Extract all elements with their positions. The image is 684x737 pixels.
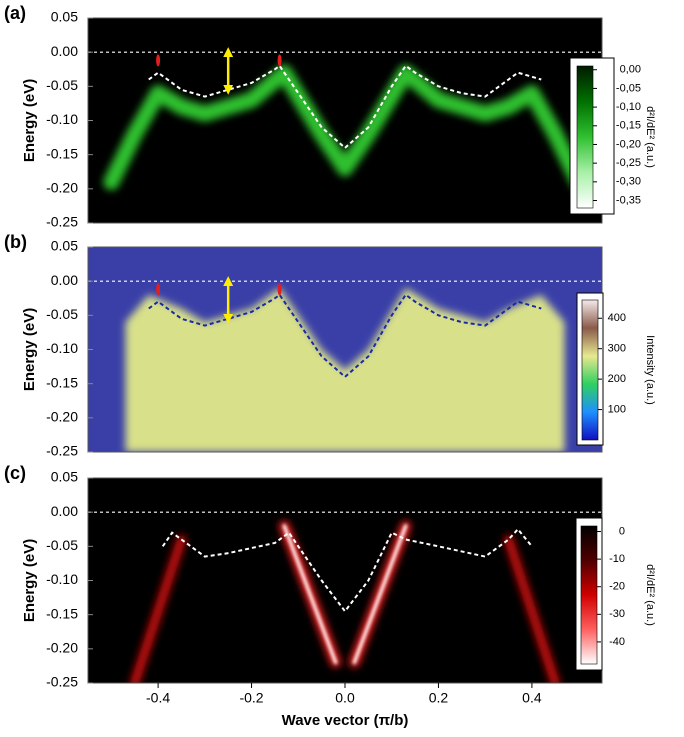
y-tick-label: 0.00	[51, 43, 78, 59]
y-tick-label: -0.25	[46, 443, 78, 459]
plot-background	[88, 18, 602, 223]
x-tick-label: 0.2	[429, 690, 449, 706]
band-core	[282, 524, 338, 665]
marker	[277, 54, 282, 67]
y-tick-label: -0.15	[46, 374, 78, 390]
plot-area	[88, 47, 602, 190]
band-core	[352, 524, 408, 665]
colorbar-tick-label: 0	[619, 525, 625, 537]
band-area	[125, 288, 565, 452]
y-axis-label: Energy (eV)	[21, 308, 38, 391]
dispersion-line	[161, 527, 533, 613]
colorbar-label: d²I/dE² (a.u.)	[644, 564, 656, 626]
y-tick-label: -0.20	[46, 640, 78, 656]
colorbar-tick-label: 300	[608, 343, 626, 355]
y-tick-label: -0.05	[46, 306, 78, 322]
x-tick-label: 0.0	[335, 690, 355, 706]
marker	[156, 54, 161, 67]
y-tick-label: -0.15	[46, 605, 78, 621]
panel-label: (b)	[4, 232, 27, 252]
x-axis-label: Wave vector (π/b)	[282, 712, 409, 729]
dispersion-line	[148, 64, 542, 150]
x-tick-label: -0.2	[239, 690, 263, 706]
y-tick-label: -0.10	[46, 340, 78, 356]
y-tick-label: -0.20	[46, 409, 78, 425]
y-tick-label: 0.05	[51, 238, 78, 254]
y-tick-label: -0.15	[46, 145, 78, 161]
y-tick-label: -0.05	[46, 537, 78, 553]
dispersion-line	[148, 293, 542, 379]
y-tick-label: -0.25	[46, 214, 78, 230]
colorbar-tick-label: 100	[608, 403, 626, 415]
band-glow	[103, 64, 587, 190]
marker	[277, 283, 282, 296]
colorbar-tick-label: -0,15	[616, 120, 641, 132]
colorbar-tick-label: -0,25	[616, 157, 641, 169]
y-tick-label: -0.10	[46, 571, 78, 587]
colorbar-tick-label: -0,05	[616, 82, 641, 94]
plot-area	[88, 276, 602, 452]
marker	[156, 283, 161, 296]
colorbar-label: d²I/dE² (a.u.)	[644, 106, 656, 168]
colorbar-tick-label: -0,20	[616, 138, 641, 150]
colorbar-tick-label: 0,00	[620, 64, 641, 76]
panel-label: (c)	[4, 463, 26, 483]
colorbar-tick-label: -30	[609, 608, 625, 620]
y-axis-label: Energy (eV)	[21, 79, 38, 162]
colorbar	[581, 299, 599, 441]
colorbar-tick-label: -0,30	[616, 176, 641, 188]
colorbar	[580, 525, 598, 665]
y-tick-label: 0.05	[51, 9, 78, 25]
colorbar-tick-label: 200	[608, 373, 626, 385]
colorbar-tick-label: 400	[608, 312, 626, 324]
y-tick-label: 0.00	[51, 503, 78, 519]
colorbar	[576, 65, 594, 209]
y-tick-label: -0.05	[46, 77, 78, 93]
y-tick-label: -0.25	[46, 674, 78, 690]
colorbar-tick-label: -0,10	[616, 101, 641, 113]
y-axis-label: Energy (eV)	[21, 539, 38, 622]
y-tick-label: -0.20	[46, 180, 78, 196]
y-tick-label: 0.05	[51, 469, 78, 485]
plot-area	[88, 511, 602, 683]
colorbar-tick-label: -20	[609, 581, 625, 593]
band-glow	[504, 535, 560, 683]
panel-label: (a)	[4, 3, 26, 23]
colorbar-label: Intensity (a.u.)	[644, 335, 656, 405]
colorbar-tick-label: -40	[609, 636, 625, 648]
x-tick-label: 0.4	[522, 690, 542, 706]
x-tick-label: -0.4	[146, 690, 170, 706]
band-glow	[130, 535, 186, 683]
colorbar-tick-label: -0,35	[616, 194, 641, 206]
y-tick-label: 0.00	[51, 272, 78, 288]
colorbar-tick-label: -10	[609, 553, 625, 565]
y-tick-label: -0.10	[46, 111, 78, 127]
